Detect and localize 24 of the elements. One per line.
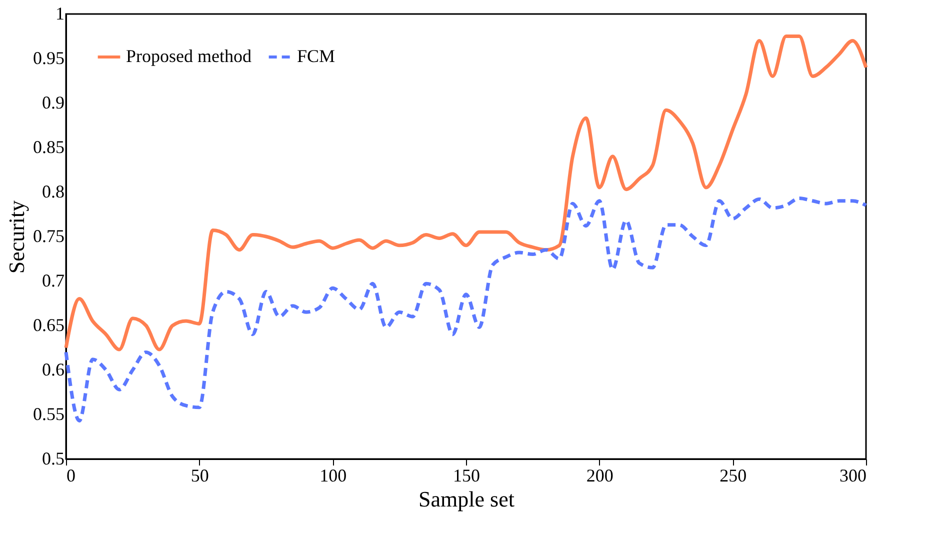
y-tick-label: 0.5 xyxy=(42,448,64,468)
y-tick-label: 0.8 xyxy=(42,182,64,202)
x-tick-label: 0 xyxy=(66,466,76,486)
y-tick-label: 0.95 xyxy=(33,48,64,68)
x-tick-label: 100 xyxy=(320,466,347,486)
y-tick-label: 0.6 xyxy=(42,360,64,380)
legend-label: FCM xyxy=(297,46,336,66)
y-tick-label: 0.7 xyxy=(42,270,64,290)
legend-label: Proposed method xyxy=(126,46,252,66)
y-tick-label: 0.9 xyxy=(42,92,64,112)
x-tick-label: 300 xyxy=(840,466,866,486)
y-tick-label: 0.85 xyxy=(33,137,64,157)
y-tick-label: 0.75 xyxy=(33,226,64,246)
x-axis-title: Sample set xyxy=(418,486,514,512)
x-tick-label: 200 xyxy=(586,466,614,486)
x-tick-label: 50 xyxy=(190,466,209,486)
y-tick-label: 0.65 xyxy=(33,315,64,335)
y-tick-label: 1 xyxy=(56,4,64,24)
x-tick-label: 250 xyxy=(720,466,747,486)
line-series xyxy=(64,196,868,422)
x-tick-label: 150 xyxy=(453,466,480,486)
y-axis-title: Security xyxy=(4,200,29,274)
line-series xyxy=(64,34,868,352)
y-tick-label: 0.55 xyxy=(33,404,64,424)
